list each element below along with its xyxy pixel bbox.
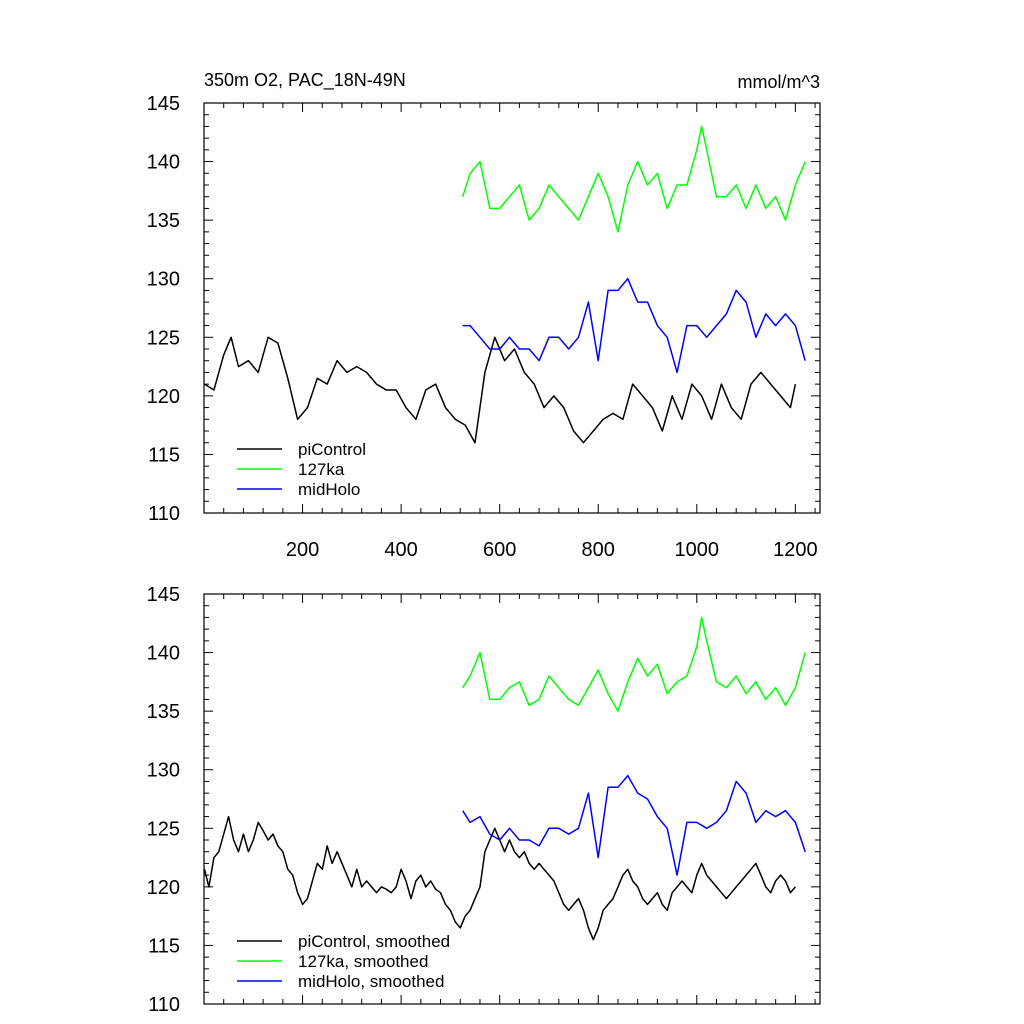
y-tick-label: 130	[147, 269, 180, 291]
x-tick-label: 200	[286, 539, 319, 561]
y-tick-label: 110	[148, 994, 180, 1016]
x-tick-label: 800	[582, 539, 615, 561]
series-line-2	[462, 277, 806, 374]
legend-label-1: 127ka	[298, 460, 345, 479]
series-line-0	[203, 815, 796, 941]
y-tick-label: 120	[147, 386, 180, 408]
x-tick-label: 1200	[773, 539, 818, 561]
units-label: mmol/m^3	[738, 72, 820, 92]
series-line-2	[462, 774, 806, 876]
y-tick-label: 145	[147, 93, 180, 115]
legend-label-0: piControl	[298, 440, 366, 459]
x-tick-label: 600	[483, 539, 516, 561]
y-tick-label: 110	[148, 503, 180, 525]
legend-label-0: piControl, smoothed	[298, 932, 450, 951]
y-tick-label: 125	[147, 818, 180, 840]
y-tick-label: 115	[148, 444, 180, 466]
x-tick-label: 1000	[675, 539, 720, 561]
chart-title: 350m O2, PAC_18N-49N	[204, 70, 406, 91]
top-panel: 110 115 120 125 130 135 140 145 200 400 600 800 1000…	[147, 93, 821, 561]
y-tick-label: 140	[147, 152, 180, 174]
series-line-1	[461, 125, 806, 233]
series-line-1	[462, 616, 806, 712]
y-tick-label: 125	[147, 327, 180, 349]
y-tick-label: 130	[147, 760, 180, 782]
bottom-panel: 110 115 120 125 130 135 140 145 piControl, smoo…	[147, 584, 821, 1016]
legend-label-2: midHolo	[298, 480, 360, 499]
legend-label-2: midHolo, smoothed	[298, 972, 444, 991]
series-line-0	[204, 336, 797, 444]
legend-label-1: 127ka, smoothed	[298, 952, 428, 971]
y-tick-label: 135	[147, 210, 180, 232]
x-tick-label: 400	[384, 539, 417, 561]
y-tick-label: 140	[147, 643, 180, 665]
y-tick-label: 135	[147, 701, 180, 723]
y-tick-label: 115	[148, 935, 180, 957]
y-tick-label: 120	[147, 877, 180, 899]
y-tick-label: 145	[147, 584, 180, 606]
